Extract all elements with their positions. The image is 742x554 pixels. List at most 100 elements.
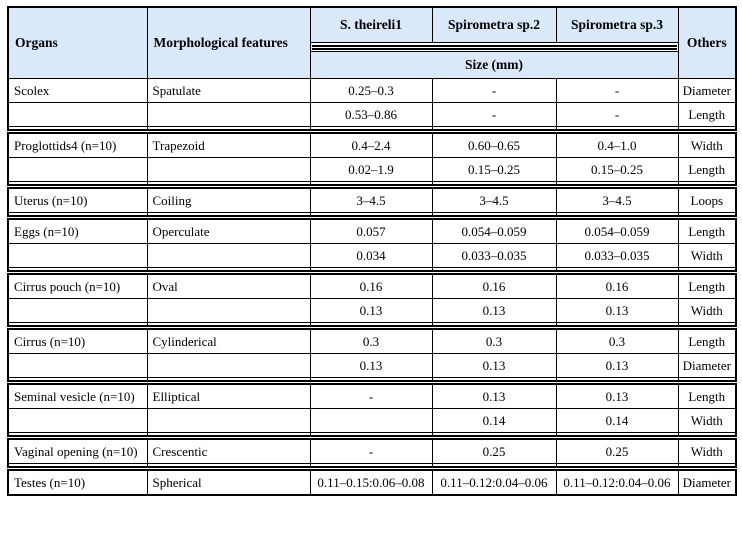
cell-size-value: 0.3	[309, 327, 433, 354]
cell-feature: Oval	[146, 272, 311, 299]
cell-dimension: Length	[677, 217, 737, 244]
cell-size-value: 3–4.5	[555, 186, 679, 213]
cell-size-value: 0.13	[431, 382, 557, 409]
cell-organ	[7, 408, 148, 433]
cell-feature	[146, 353, 311, 378]
table-row: Scolex Spatulate 0.25–0.3- - Diameter	[7, 78, 737, 103]
group-separator-cell	[677, 322, 737, 330]
group-separator	[7, 432, 737, 440]
cell-organ	[7, 102, 148, 127]
header-species-1: S. theireli1	[309, 6, 433, 43]
cell-size-value: -	[431, 102, 557, 127]
group-separator-cell	[677, 432, 737, 440]
cell-dimension: Length	[677, 157, 737, 182]
cell-dimension: Loops	[677, 186, 737, 213]
cell-size-value: 0.054–0.059	[431, 217, 557, 244]
cell-dimension: Width	[677, 408, 737, 433]
header-organs: Organs	[7, 6, 148, 79]
cell-size-value: 0.15–0.25	[555, 157, 679, 182]
cell-size-value: 0.13	[431, 353, 557, 378]
table-body: Scolex Spatulate 0.25–0.3- - Diameter 0.53–0.…	[7, 78, 737, 496]
group-separator-cell	[677, 267, 737, 275]
cell-size-value: -	[555, 102, 679, 127]
group-separator	[7, 181, 737, 189]
cell-organ: Vaginal opening (n=10)	[7, 437, 148, 464]
cell-organ: Eggs (n=10)	[7, 217, 148, 244]
cell-size-value: 0.16	[431, 272, 557, 299]
cell-size-value: 0.11–0.12:0.04–0.06	[555, 468, 679, 496]
cell-feature: Spherical	[146, 468, 311, 496]
cell-size-value: 0.13	[555, 298, 679, 323]
cell-feature: Spatulate	[146, 78, 311, 103]
header-size-mm: Size (mm)	[309, 51, 679, 79]
cell-size-value: 0.057	[309, 217, 433, 244]
table-row: Proglottids4 (n=10) Trapezoid 0.4–2.4 0.60–…	[7, 131, 737, 158]
cell-size-value: 0.13	[309, 298, 433, 323]
cell-dimension: Width	[677, 298, 737, 323]
cell-feature: Elliptical	[146, 382, 311, 409]
cell-dimension: Width	[677, 437, 737, 464]
group-separator	[7, 267, 737, 275]
cell-size-value: -	[431, 78, 557, 103]
cell-size-value: 0.033–0.035	[555, 243, 679, 268]
group-separator	[7, 126, 737, 134]
cell-feature	[146, 408, 311, 433]
group-separator	[7, 463, 737, 471]
cell-size-value	[309, 408, 433, 433]
cell-feature: Coiling	[146, 186, 311, 213]
cell-size-value: -	[555, 78, 679, 103]
group-separator-cell	[677, 463, 737, 471]
cell-feature: Cylinderical	[146, 327, 311, 354]
cell-size-value: 0.3	[431, 327, 557, 354]
table-row: 0.13 0.13 0.13 Diameter	[7, 353, 737, 378]
table-row: 0.14 0.14 Width	[7, 408, 737, 433]
cell-size-value: 0.4–2.4	[309, 131, 433, 158]
cell-feature: Crescentic	[146, 437, 311, 464]
cell-size-value: 0.25–0.3	[309, 78, 433, 103]
table-row: 0.034 0.033–0.035 0.033–0.035 Width	[7, 243, 737, 268]
cell-size-value: 0.60–0.65	[431, 131, 557, 158]
cell-organ: Proglottids4 (n=10)	[7, 131, 148, 158]
cell-dimension: Width	[677, 131, 737, 158]
cell-feature	[146, 102, 311, 127]
cell-organ: Seminal vesicle (n=10)	[7, 382, 148, 409]
cell-size-value: 3–4.5	[309, 186, 433, 213]
cell-size-value: 0.11–0.15:0.06–0.08	[309, 468, 433, 496]
table-row: Cirrus (n=10) Cylinderical 0.3 0.3 0.3 Length	[7, 327, 737, 354]
cell-dimension: Width	[677, 243, 737, 268]
cell-size-value: 0.3	[555, 327, 679, 354]
cell-organ: Uterus (n=10)	[7, 186, 148, 213]
cell-size-value: 0.13	[431, 298, 557, 323]
cell-organ: Cirrus pouch (n=10)	[7, 272, 148, 299]
cell-organ	[7, 157, 148, 182]
group-separator-cell	[677, 212, 737, 220]
cell-size-value: 0.25	[555, 437, 679, 464]
table-row: Eggs (n=10) Operculate 0.057 0.054–0.059 0.0…	[7, 217, 737, 244]
cell-size-value: 0.02–1.9	[309, 157, 433, 182]
double-rule-cell	[309, 42, 679, 52]
cell-feature: Operculate	[146, 217, 311, 244]
cell-feature	[146, 243, 311, 268]
table-row: Cirrus pouch (n=10) Oval 0.16 0.16 0.16 Lengt…	[7, 272, 737, 299]
cell-dimension: Length	[677, 327, 737, 354]
morphology-comparison-table: Organs Morphological features S. theirel…	[7, 6, 737, 496]
cell-feature: Trapezoid	[146, 131, 311, 158]
cell-size-value: -	[309, 437, 433, 464]
header-others: Others	[677, 6, 737, 79]
cell-dimension: Diameter	[677, 468, 737, 496]
table-row: Seminal vesicle (n=10) Elliptical -0.13 0.1…	[7, 382, 737, 409]
cell-size-value: 0.16	[309, 272, 433, 299]
double-rule	[311, 44, 677, 50]
cell-size-value: 0.14	[431, 408, 557, 433]
cell-dimension: Length	[677, 272, 737, 299]
cell-organ	[7, 353, 148, 378]
group-separator-cell	[677, 377, 737, 385]
table-row: 0.02–1.9 0.15–0.25 0.15–0.25 Length	[7, 157, 737, 182]
cell-size-value: -	[309, 382, 433, 409]
group-separator	[7, 212, 737, 220]
header-row-size: Size (mm)	[8, 51, 736, 79]
header-morphological-features: Morphological features	[146, 6, 311, 79]
cell-organ: Testes (n=10)	[7, 468, 148, 496]
table-row: Testes (n=10) Spherical 0.11–0.15:0.06–0.0…	[7, 468, 737, 496]
